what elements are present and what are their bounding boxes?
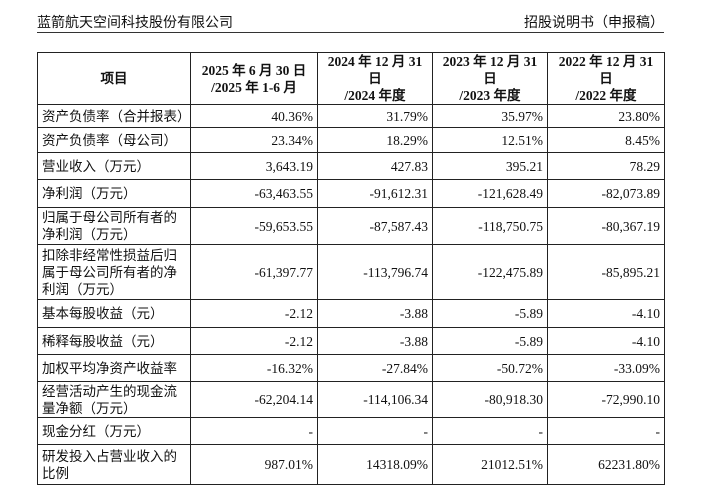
row-label: 资产负债率（母公司） (37, 127, 191, 153)
row-label: 经营活动产生的现金流量净额（万元） (37, 381, 191, 418)
page-header: 蓝箭航天空间科技股份有限公司 招股说明书（申报稿） (37, 10, 664, 33)
row-label: 基本每股收益（元） (37, 299, 191, 328)
row-label: 净利润（万元） (37, 179, 191, 208)
row-label: 稀释每股收益（元） (37, 327, 191, 355)
cell-value: 78.29 (547, 152, 665, 180)
cell-value: 40.36% (190, 104, 318, 128)
data-row: 资产负债率（母公司） 23.34% 18.29% 12.51% 8.45% (37, 127, 665, 153)
cell-value: -80,367.19 (547, 207, 665, 245)
row-label: 现金分红（万元） (37, 417, 191, 445)
cell-value: -63,463.55 (190, 179, 318, 208)
cell-value: -3.88 (317, 327, 433, 355)
cell-value: - (432, 417, 548, 445)
data-row: 研发投入占营业收入的比例 987.01% 14318.09% 21012.51% 622… (37, 444, 665, 485)
cell-value: -16.32% (190, 354, 318, 382)
data-row: 基本每股收益（元） -2.12 -3.88 -5.89 -4.10 (37, 299, 665, 328)
row-label: 资产负债率（合并报表） (37, 104, 191, 128)
data-row: 加权平均净资产收益率 -16.32% -27.84% -50.72% -33.09% (37, 354, 665, 382)
header-line: /2025 年 1-6 月 (211, 79, 297, 95)
column-header: 2023 年 12 月 31 日/2023 年度 (432, 52, 548, 105)
cell-value: -50.72% (432, 354, 548, 382)
cell-value: 427.83 (317, 152, 433, 180)
cell-value: 14318.09% (317, 444, 433, 485)
cell-value: 395.21 (432, 152, 548, 180)
cell-value: -80,918.30 (432, 381, 548, 418)
cell-value: -3.88 (317, 299, 433, 328)
cell-value: - (547, 417, 665, 445)
header-line: /2024 年度 (344, 88, 406, 103)
cell-value: -5.89 (432, 299, 548, 328)
document-title: 招股说明书（申报稿） (524, 16, 664, 31)
cell-value: -33.09% (547, 354, 665, 382)
cell-value: -62,204.14 (190, 381, 318, 418)
header-line: 项目 (100, 71, 128, 86)
header-line: /2023 年度 (459, 88, 521, 103)
cell-value: -4.10 (547, 327, 665, 355)
data-row: 扣除非经常性损益后归属于母公司所有者的净利润（万元） -61,397.77 -113… (37, 244, 665, 300)
cell-value: -82,073.89 (547, 179, 665, 208)
cell-value: 62231.80% (547, 444, 665, 485)
cell-value: 23.34% (190, 127, 318, 153)
cell-value: 8.45% (547, 127, 665, 153)
cell-value: 3,643.19 (190, 152, 318, 180)
data-row: 经营活动产生的现金流量净额（万元） -62,204.14 -114,106.34 -8… (37, 381, 665, 418)
cell-value: -113,796.74 (317, 244, 433, 300)
cell-value: 18.29% (317, 127, 433, 153)
cell-value: -91,612.31 (317, 179, 433, 208)
cell-value: -59,653.55 (190, 207, 318, 245)
header-row: 项目 2025 年 6 月 30 日/2025 年 1-6 月 2024 年 12 … (37, 52, 665, 105)
cell-value: 35.97% (432, 104, 548, 128)
header-line: 2024 年 12 月 31 日 (327, 54, 423, 86)
row-label: 研发投入占营业收入的比例 (37, 444, 191, 485)
cell-value: -118,750.75 (432, 207, 548, 245)
header-line: /2022 年度 (575, 88, 637, 103)
header-line: 2025 年 6 月 30 日 (201, 62, 307, 78)
cell-value: -122,475.89 (432, 244, 548, 300)
data-row: 净利润（万元） -63,463.55 -91,612.31 -121,628.49 -8… (37, 179, 665, 208)
cell-value: 31.79% (317, 104, 433, 128)
cell-value: -114,106.34 (317, 381, 433, 418)
company-name: 蓝箭航天空间科技股份有限公司 (37, 16, 233, 31)
row-label: 归属于母公司所有者的净利润（万元） (37, 207, 191, 245)
cell-value: -2.12 (190, 327, 318, 355)
data-row: 现金分红（万元） - - - - (37, 417, 665, 445)
column-header: 项目 (37, 52, 191, 105)
data-row: 营业收入（万元） 3,643.19 427.83 395.21 78.29 (37, 152, 665, 180)
header-line: 2022 年 12 月 31 日 (558, 54, 654, 86)
row-label: 营业收入（万元） (37, 152, 191, 180)
cell-value: 23.80% (547, 104, 665, 128)
row-label: 加权平均净资产收益率 (37, 354, 191, 382)
row-label: 扣除非经常性损益后归属于母公司所有者的净利润（万元） (37, 244, 191, 300)
cell-value: -121,628.49 (432, 179, 548, 208)
data-row: 归属于母公司所有者的净利润（万元） -59,653.55 -87,587.43 -11… (37, 207, 665, 245)
cell-value: - (190, 417, 318, 445)
financial-table: 项目 2025 年 6 月 30 日/2025 年 1-6 月 2024 年 12 … (37, 52, 665, 485)
header-line: 2023 年 12 月 31 日 (442, 54, 538, 86)
data-row: 资产负债率（合并报表） 40.36% 31.79% 35.97% 23.80% (37, 104, 665, 128)
cell-value: -85,895.21 (547, 244, 665, 300)
column-header: 2024 年 12 月 31 日/2024 年度 (317, 52, 433, 105)
cell-value: -5.89 (432, 327, 548, 355)
cell-value: -2.12 (190, 299, 318, 328)
cell-value: -87,587.43 (317, 207, 433, 245)
cell-value: 987.01% (190, 444, 318, 485)
data-row: 稀释每股收益（元） -2.12 -3.88 -5.89 -4.10 (37, 327, 665, 355)
cell-value: 12.51% (432, 127, 548, 153)
cell-value: -27.84% (317, 354, 433, 382)
cell-value: -72,990.10 (547, 381, 665, 418)
cell-value: -61,397.77 (190, 244, 318, 300)
cell-value: -4.10 (547, 299, 665, 328)
column-header: 2025 年 6 月 30 日/2025 年 1-6 月 (190, 52, 318, 105)
column-header: 2022 年 12 月 31 日/2022 年度 (547, 52, 665, 105)
cell-value: 21012.51% (432, 444, 548, 485)
cell-value: - (317, 417, 433, 445)
